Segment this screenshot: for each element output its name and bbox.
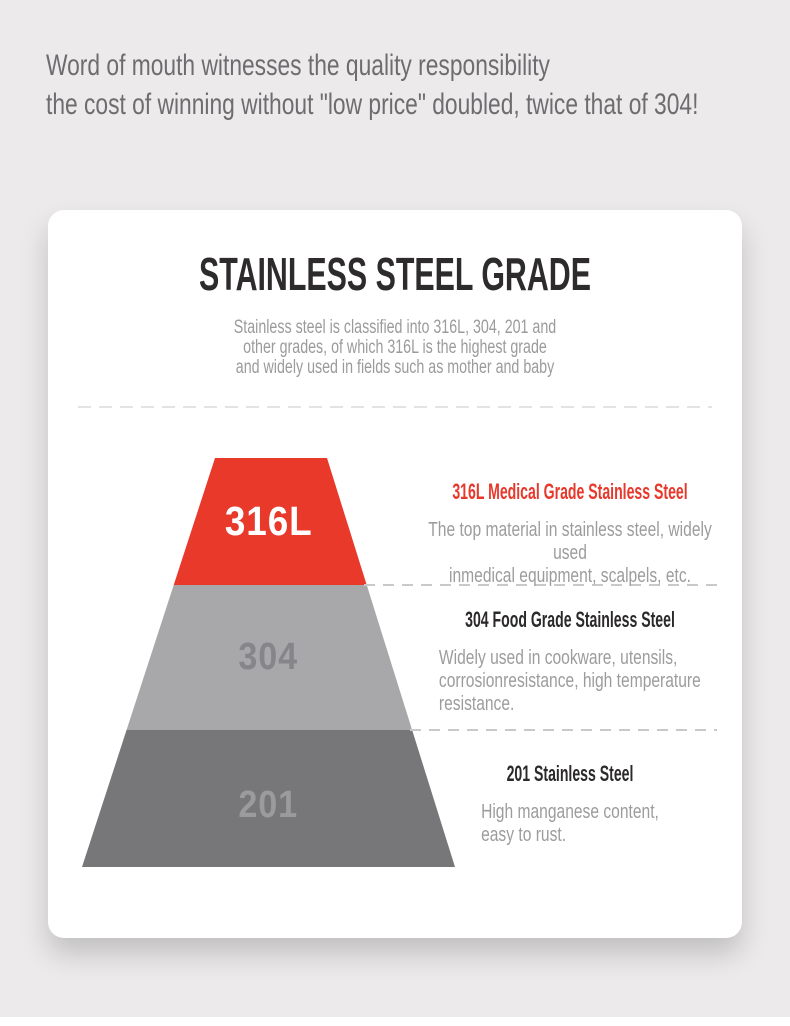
dashed-divider (78, 406, 712, 408)
section-201-body: High manganese content, easy to rust. (370, 801, 770, 847)
section-304-body-block: Widely used in cookware, utensils, corro… (439, 647, 701, 716)
card-subtitle-line2: other grades, of which 316L is the highe… (243, 337, 547, 358)
section-304-heading: 304 Food Grade Stainless Steel (465, 607, 675, 632)
section-201-body-line1: High manganese content, (481, 801, 659, 823)
section-201-heading: 201 Stainless Steel (506, 761, 634, 786)
section-316l: 316L Medical Grade Stainless Steel The t… (370, 480, 770, 588)
section-304-body-line1: Widely used in cookware, utensils, (439, 647, 678, 669)
pyramid-tier-201: 201 (82, 730, 455, 867)
pyramid-tier-316l-label: 316L (224, 498, 313, 544)
section-316l-body: The top material in stainless steel, wid… (414, 519, 726, 588)
section-304-body-line2: corrosionresistance, high temperature (439, 670, 701, 692)
card-subtitle-line3: and widely used in fields such as mother… (235, 357, 555, 378)
section-304-body: Widely used in cookware, utensils, corro… (370, 647, 770, 716)
pyramid-tier-304-label: 304 (238, 636, 299, 678)
pyramid-tier-201-label: 201 (238, 784, 299, 826)
header-tagline: Word of mouth witnesses the quality resp… (46, 46, 790, 124)
grade-card: STAINLESS STEEL GRADE Stainless steel is… (48, 210, 742, 938)
section-201-body-block: High manganese content, easy to rust. (481, 801, 659, 847)
section-304-body-line3: resistance. (439, 693, 515, 715)
card-subtitle: Stainless steel is classified into 316L,… (48, 318, 742, 378)
section-304: 304 Food Grade Stainless Steel Widely us… (370, 608, 770, 716)
section-201-body-line2: easy to rust. (481, 824, 567, 846)
card-subtitle-line1: Stainless steel is classified into 316L,… (233, 317, 557, 338)
section-316l-body-line2: inmedical equipment, scalpels, etc. (449, 565, 691, 587)
tier-connector-line-2 (410, 729, 717, 731)
card-title: STAINLESS STEEL GRADE (199, 248, 591, 300)
tier-connector-line-1 (364, 584, 717, 586)
bottom-strip (0, 1017, 790, 1026)
header-tagline-line2: the cost of winning without "low price" … (46, 88, 699, 121)
section-201: 201 Stainless Steel High manganese conte… (370, 762, 770, 847)
section-316l-heading: 316L Medical Grade Stainless Steel (452, 479, 688, 504)
section-316l-body-line1: The top material in stainless steel, wid… (428, 519, 712, 564)
header-tagline-line1: Word of mouth witnesses the quality resp… (46, 49, 550, 82)
